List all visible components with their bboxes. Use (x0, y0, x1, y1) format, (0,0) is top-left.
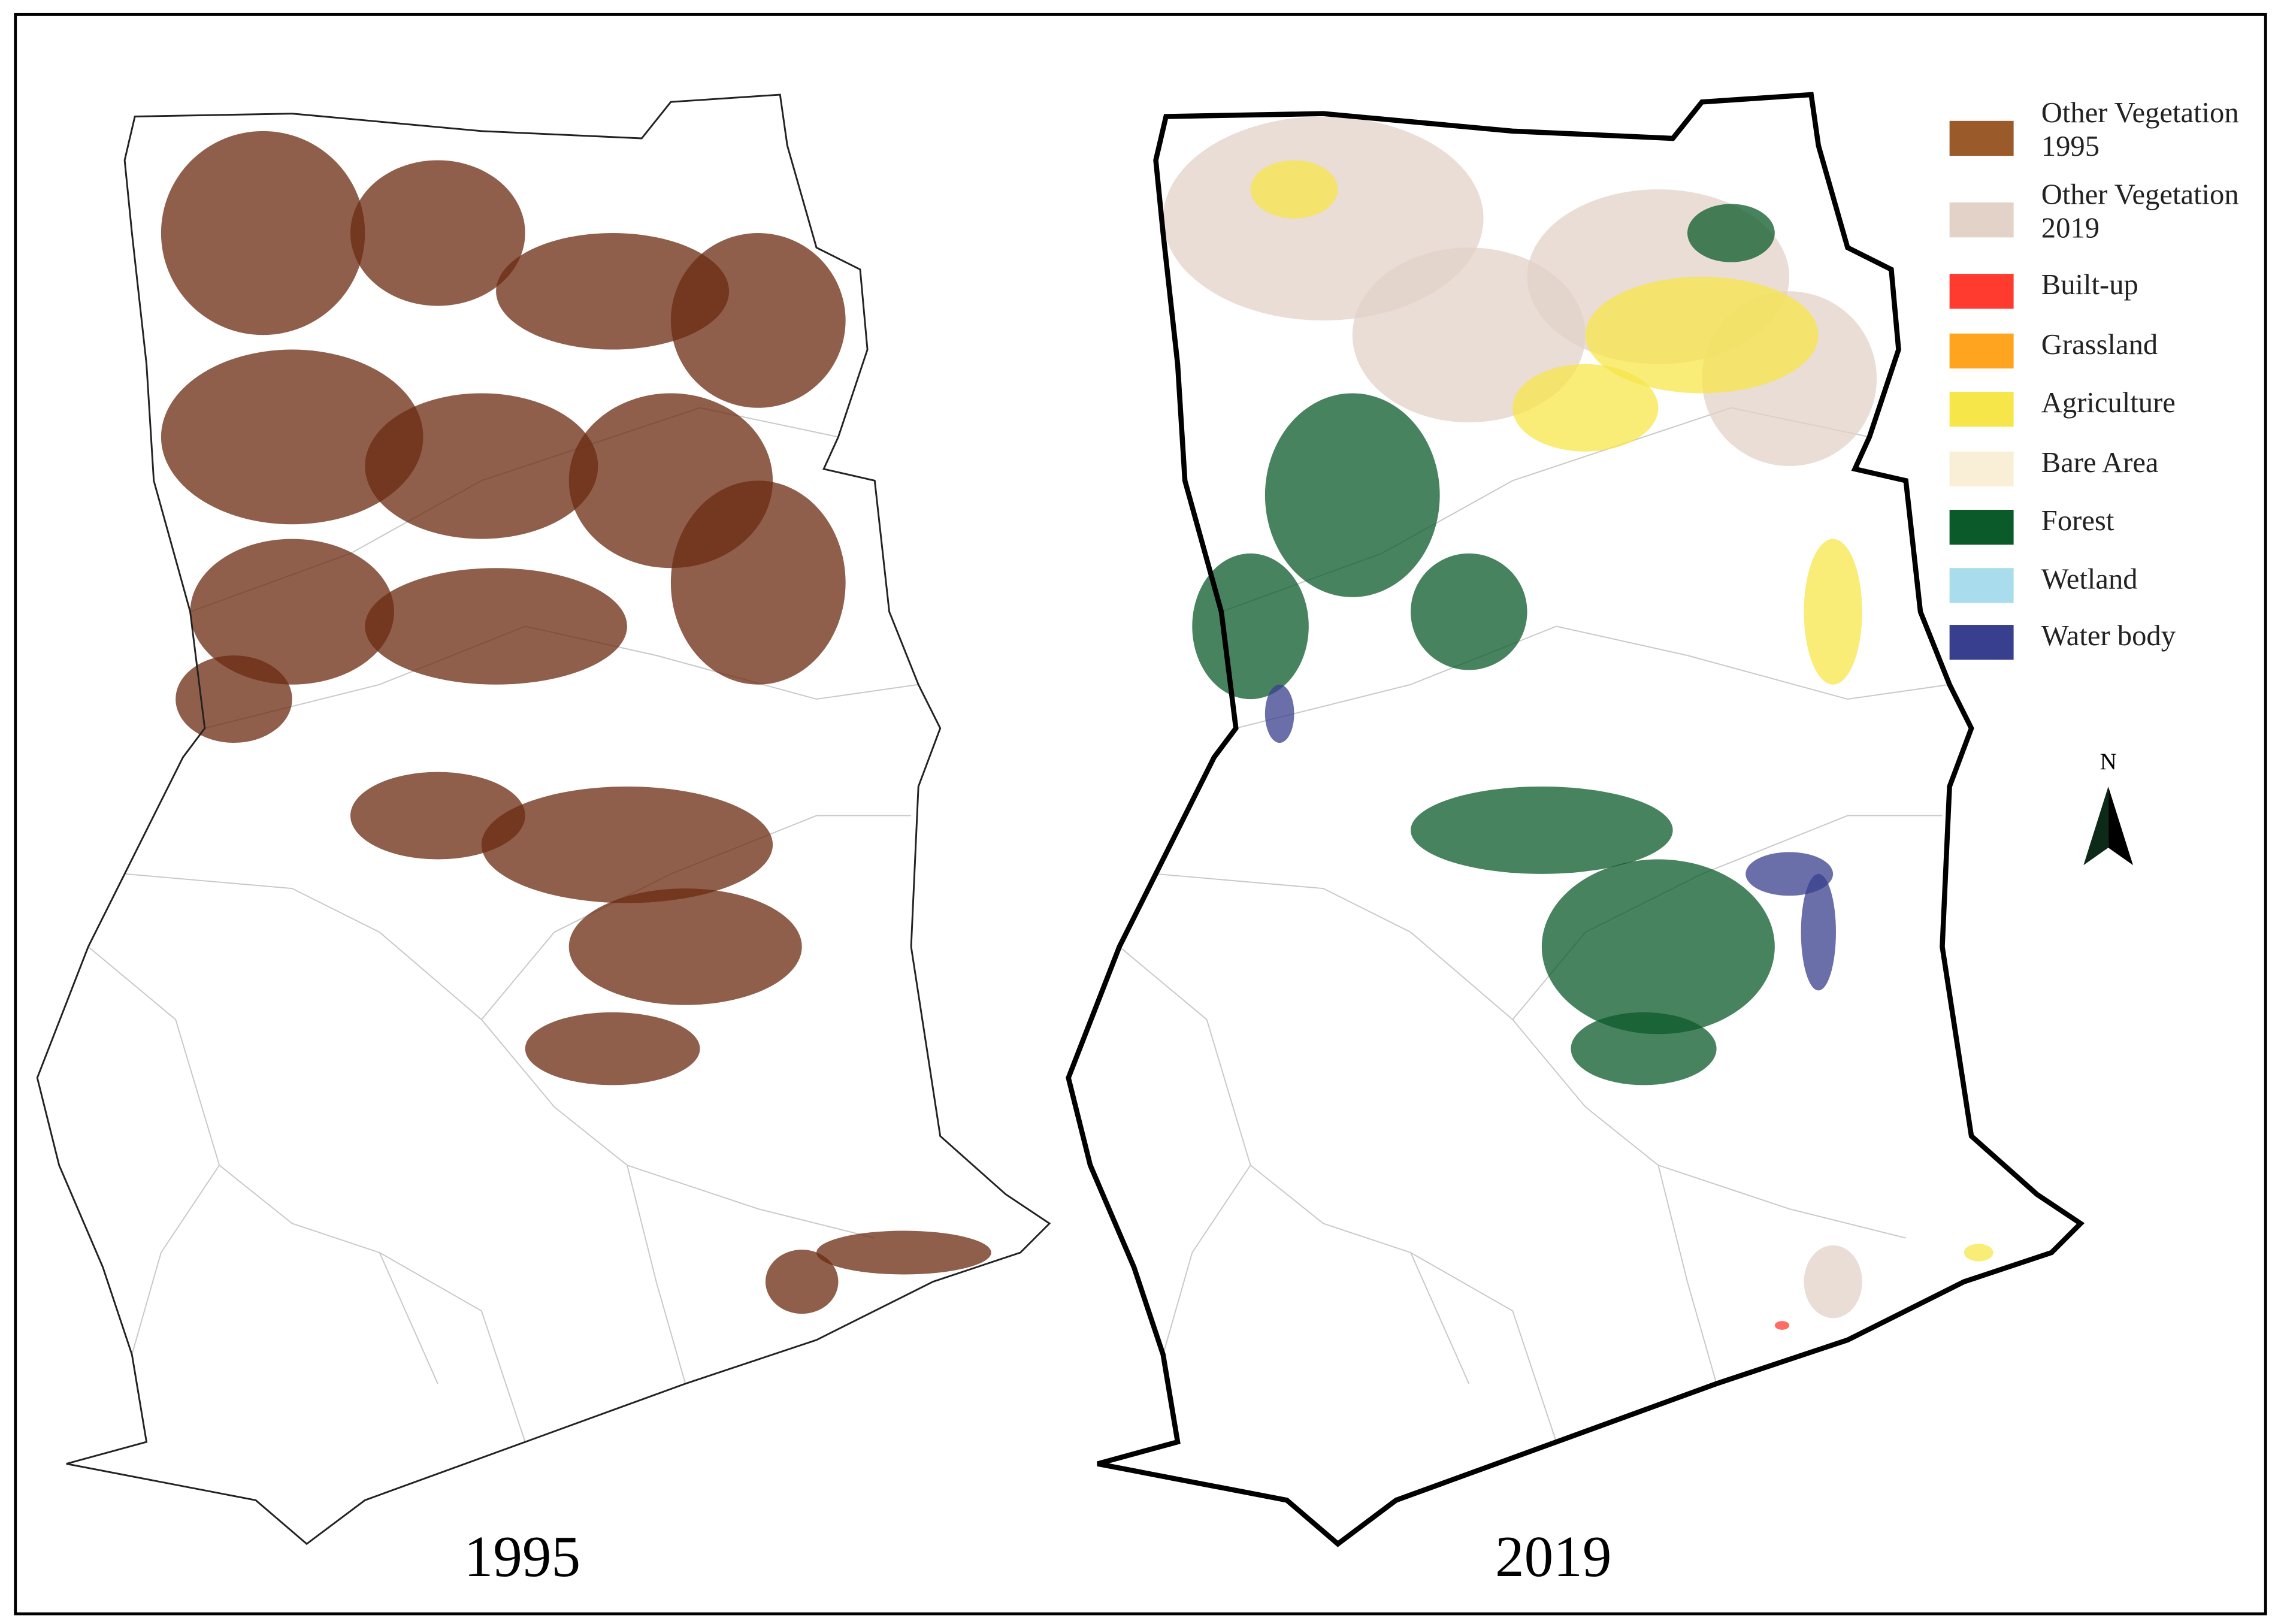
legend-label: Water body (2041, 619, 2176, 652)
land-cover-patch (1801, 873, 1836, 991)
land-cover-patch (190, 539, 394, 685)
land-cover-patch (161, 349, 423, 525)
land-cover (161, 131, 991, 1314)
land-cover-patch (670, 233, 846, 408)
land-cover-patch (1250, 160, 1338, 219)
arrow-right (2108, 786, 2133, 866)
legend-label: 1995 (2041, 130, 2100, 162)
land-cover-patch (350, 160, 525, 306)
land-cover-patch (1512, 364, 1659, 452)
legend-label: Other Vegetation (2041, 96, 2239, 129)
legend-swatch (1949, 451, 2014, 487)
land-cover-patch (765, 1250, 839, 1314)
land-cover-patch (525, 1012, 700, 1085)
legend-label: 2019 (2041, 211, 2100, 244)
legend-label: Built-up (2041, 268, 2138, 301)
legend-swatch (1949, 333, 2014, 369)
legend-label: Forest (2041, 504, 2114, 537)
arrow-left (2083, 786, 2108, 866)
land-cover-patch (161, 131, 365, 335)
land-cover-patch (481, 786, 773, 903)
legend-label: Agriculture (2041, 386, 2176, 419)
legend-swatch (1949, 509, 2014, 545)
land-cover-patch (670, 480, 846, 685)
land-cover-patch (1687, 204, 1775, 262)
land-cover-patch (1571, 1012, 1717, 1085)
land-cover (1163, 116, 1993, 1330)
map-label: 1995 (464, 1525, 581, 1589)
map-2019: 2019 (1069, 95, 2081, 1589)
land-cover-patch (1264, 393, 1440, 597)
land-cover-patch (816, 1230, 991, 1275)
land-cover-patch (1774, 1321, 1790, 1330)
legend-swatch (1949, 625, 2014, 660)
land-cover-patch (350, 772, 525, 860)
legend-swatch (1949, 202, 2014, 238)
legend-label: Bare Area (2041, 446, 2159, 479)
land-cover-patch (365, 568, 627, 685)
north-arrow: N (2083, 749, 2133, 866)
land-cover-patch (1541, 859, 1775, 1035)
land-cover-patch (1352, 247, 1586, 423)
map-1995: 1995 (36, 93, 1051, 1589)
land-cover-patch (568, 888, 802, 1005)
land-cover-patch (1411, 786, 1673, 874)
legend-label: Grassland (2041, 328, 2158, 361)
land-cover-patch (1264, 684, 1294, 743)
land-cover-patch (1192, 553, 1309, 700)
legend-swatch (1949, 392, 2014, 427)
legend-label: Wetland (2041, 562, 2138, 595)
legend-swatch (1949, 274, 2014, 309)
land-cover-patch (1804, 539, 1862, 685)
legend-swatch (1949, 568, 2014, 603)
legend-swatch (1949, 120, 2014, 156)
land-cover-patch (1411, 553, 1527, 670)
land-cover-patch (1804, 1245, 1862, 1318)
land-cover-patch (1964, 1244, 1993, 1262)
legend-label: Other Vegetation (2041, 178, 2239, 210)
land-cover-patch (365, 393, 598, 539)
map-label: 2019 (1495, 1525, 1612, 1589)
north-label: N (2100, 749, 2117, 775)
land-cover-patch (1585, 276, 1819, 394)
land-cover-patch (176, 655, 292, 743)
